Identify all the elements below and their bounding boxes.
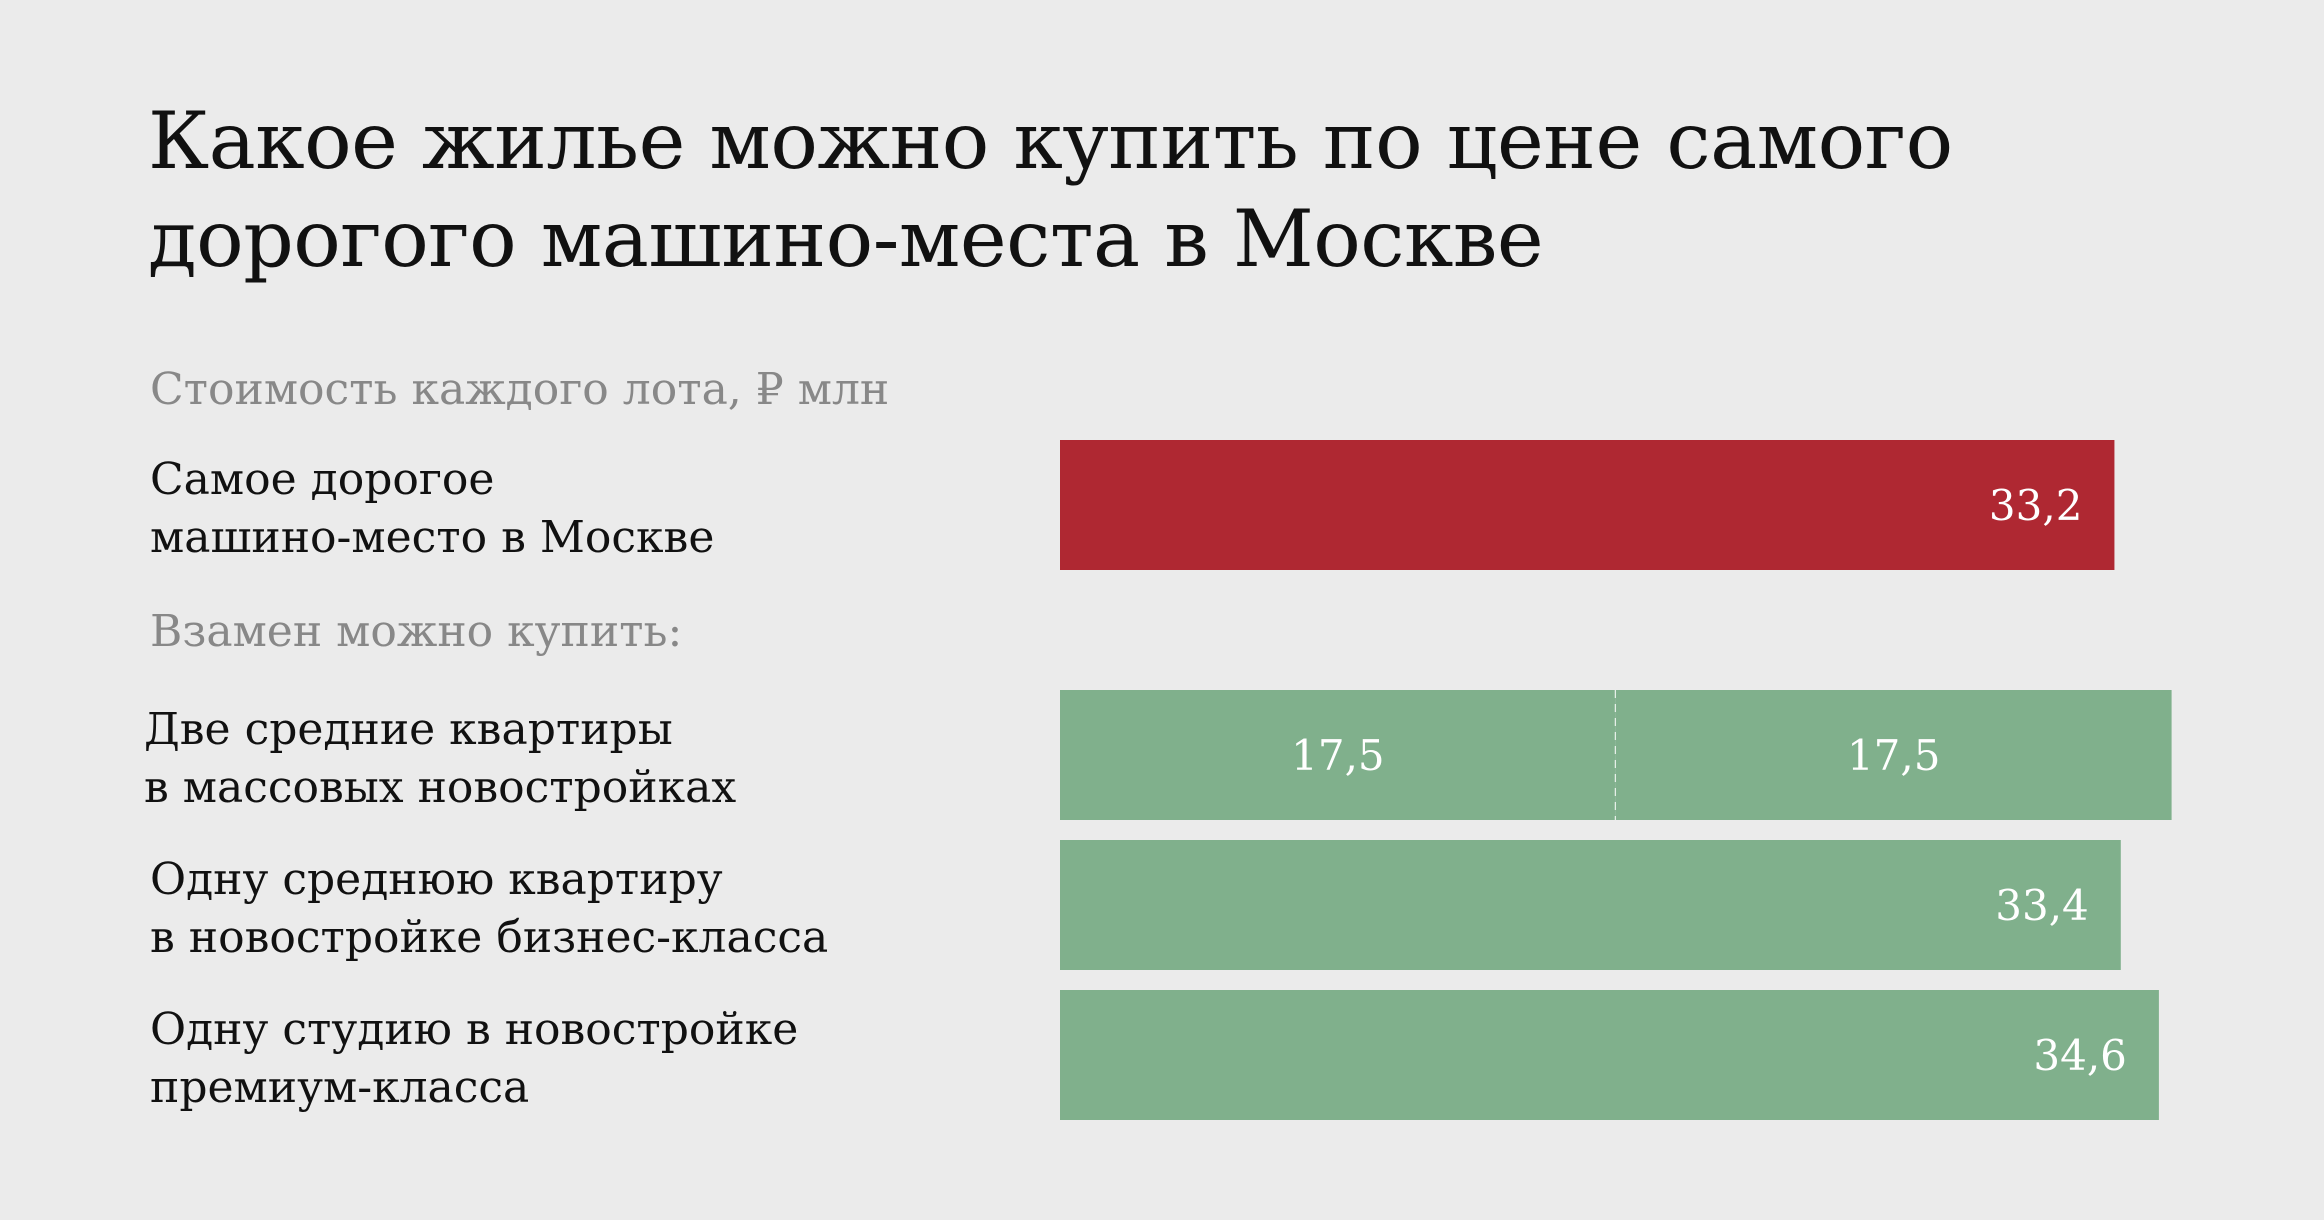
row-label-business-flat: Одну среднюю квартиру в новостройке бизн… [150, 851, 1050, 967]
bar-segment [1060, 840, 2121, 970]
row-label-line: премиум-класса [150, 1062, 530, 1113]
title-line-2: дорогого машино-места в Москве [148, 193, 1544, 285]
row-label-line: в массовых новостройках [144, 762, 737, 813]
bar-value-label: 34,6 [2033, 1031, 2127, 1080]
bar-segment [1060, 990, 2159, 1120]
chart-subtitle: Стоимость каждого лота, ₽ млн [150, 364, 890, 415]
row-label-line: машино-место в Москве [150, 512, 715, 563]
title-line-1: Какое жилье можно купить по цене самого [148, 95, 1953, 187]
row-label-line: Две средние квартиры [144, 704, 673, 755]
bar-value-label: 17,5 [1291, 731, 1385, 780]
bar-segment [1060, 690, 1616, 820]
chart-title: Какое жилье можно купить по цене самого … [148, 92, 2048, 288]
row-label-line: Одну среднюю квартиру [150, 854, 723, 905]
bar-segment [1060, 440, 2115, 570]
section-label: Взамен можно купить: [150, 606, 683, 657]
bar-segment [1615, 690, 2172, 820]
bar-value-label: 33,4 [1995, 881, 2089, 930]
row-label-line: в новостройке бизнес-класса [150, 912, 829, 963]
row-label-two-flats: Две средние квартиры в массовых новостро… [144, 701, 1044, 817]
row-label-line: Самое дорогое [150, 454, 495, 505]
row-label-parking: Самое дорогое машино-место в Москве [150, 451, 1050, 567]
bar-value-label: 33,2 [1989, 481, 2083, 530]
row-label-line: Одну студию в новостройке [150, 1004, 799, 1055]
row-label-premium-studio: Одну студию в новостройке премиум-класса [150, 1001, 1050, 1117]
bar-value-label: 17,5 [1847, 731, 1941, 780]
